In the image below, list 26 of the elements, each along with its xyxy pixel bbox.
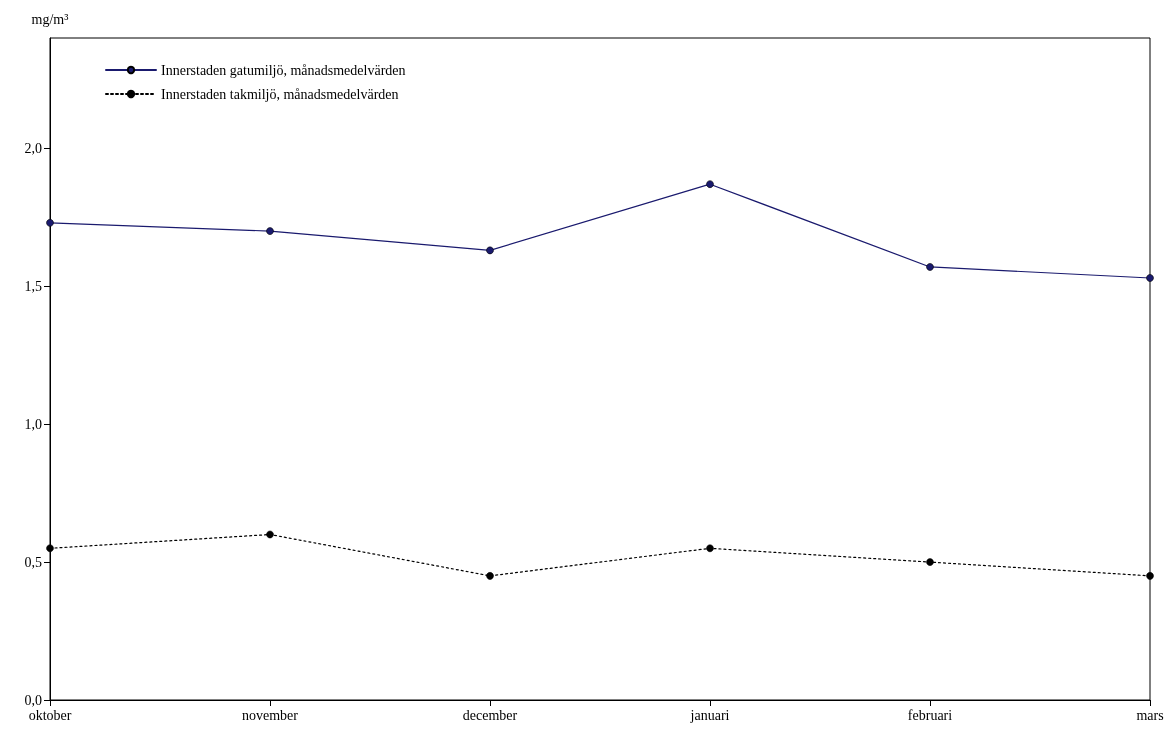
y-tick-label: 1,5: [24, 278, 42, 294]
point: [486, 246, 494, 255]
y-tick-label: 0,5: [24, 554, 42, 570]
point: [46, 219, 54, 227]
y-tick-label: 0,0: [24, 692, 42, 708]
point: [926, 558, 934, 566]
x-tick-label: december: [462, 707, 518, 723]
point: [46, 544, 54, 553]
x-tick-label: februari: [907, 707, 953, 723]
x-tick-label: oktober: [28, 707, 72, 723]
point: [926, 263, 934, 271]
x-tick-label: mars: [1136, 707, 1164, 723]
x-tick-label: januari: [689, 707, 730, 723]
point: [486, 572, 494, 580]
legend-label: Innerstaden takmiljö, månadsmedelvärden: [161, 86, 399, 102]
point: [266, 227, 274, 235]
y-axis-title: mg/m³: [31, 11, 69, 27]
y-tick-label: 1,0: [24, 416, 42, 432]
x-tick-label: november: [242, 707, 299, 723]
point: [706, 180, 714, 188]
legend-label: Innerstaden gatumiljö, månadsmedelvärden: [161, 62, 406, 78]
point: [266, 530, 274, 539]
point: [1146, 274, 1154, 282]
point: [706, 544, 714, 553]
point: [1146, 572, 1154, 580]
y-tick-label: 2,0: [24, 140, 42, 156]
